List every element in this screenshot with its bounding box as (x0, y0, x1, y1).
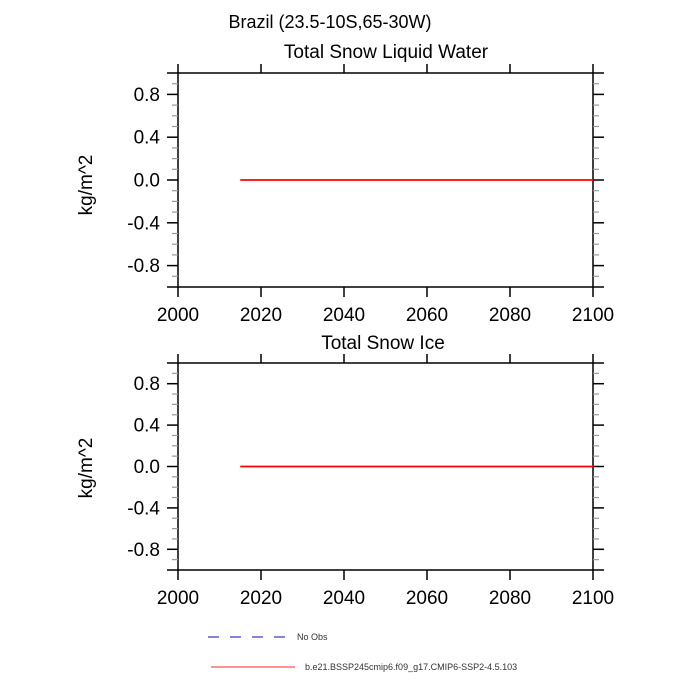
y-tick-label: 0.0 (134, 171, 160, 192)
no-obs-line-swatch (208, 636, 286, 638)
x-tick-label: 2040 (323, 588, 365, 609)
x-tick-label: 2000 (157, 305, 199, 326)
x-tick-label: 2060 (406, 305, 448, 326)
x-tick-label: 2060 (406, 588, 448, 609)
y-tick-label: 0.8 (134, 85, 160, 106)
x-tick-label: 2040 (323, 305, 365, 326)
page-title: Brazil (23.5-10S,65-30W) (228, 12, 432, 32)
x-tick-label: 2000 (157, 588, 199, 609)
y-tick-label: 0.8 (134, 374, 160, 395)
legend-label-model: b.e21.BSSP245cmip6.f09_g17.CMIP6-SSP2-4.… (305, 662, 518, 672)
legend-item-no-obs: No Obs (207, 632, 328, 642)
x-tick-label: 2100 (572, 588, 614, 609)
y-tick-label: 0.4 (134, 416, 161, 437)
x-tick-label: 2080 (489, 305, 531, 326)
x-tick-label: 2020 (240, 305, 282, 326)
panel2-title: Total Snow Ice (321, 333, 445, 354)
legend-label-no-obs: No Obs (297, 632, 328, 642)
x-tick-label: 2020 (240, 588, 282, 609)
x-tick-label: 2080 (489, 588, 531, 609)
legend-item-model: b.e21.BSSP245cmip6.f09_g17.CMIP6-SSP2-4.… (211, 662, 517, 672)
y-tick-label: -0.8 (127, 540, 160, 561)
y-tick-label: 0.4 (134, 128, 161, 149)
y-tick-label: 0.0 (134, 457, 160, 478)
y-tick-label: -0.8 (127, 256, 160, 277)
panel1-title: Total Snow Liquid Water (283, 42, 489, 63)
y-tick-label: -0.4 (127, 498, 160, 519)
model-line-swatch (211, 666, 295, 668)
y-tick-label: -0.4 (127, 213, 160, 234)
x-tick-label: 2100 (572, 305, 614, 326)
